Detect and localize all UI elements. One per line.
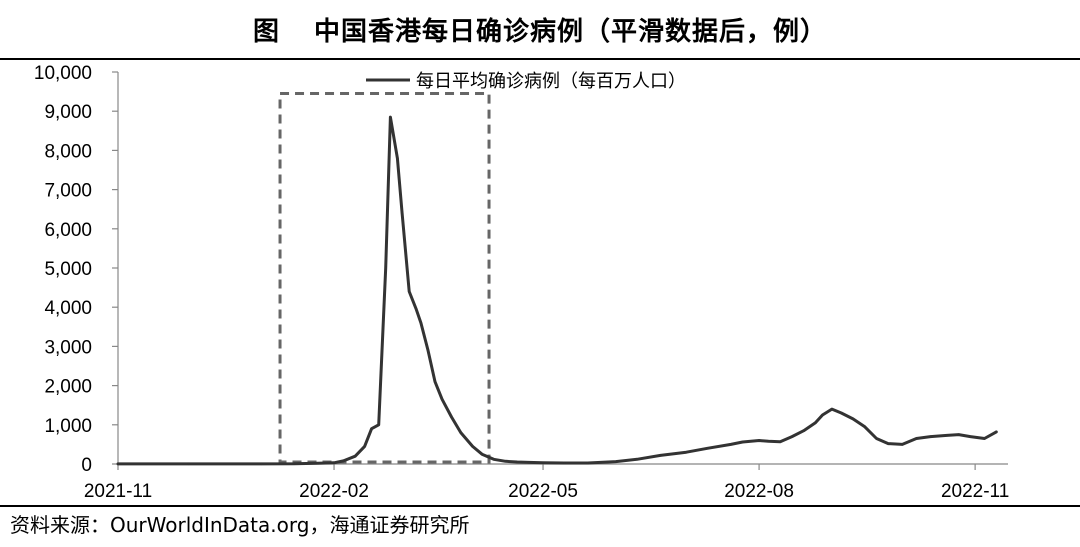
data-point: [342, 459, 345, 463]
data-point: [353, 454, 357, 458]
data-point: [729, 443, 733, 446]
y-tick-label: 1,000: [44, 416, 92, 437]
data-point: [440, 398, 444, 401]
data-point: [187, 462, 190, 466]
data-point: [863, 425, 866, 428]
data-point: [459, 431, 463, 434]
data-point: [260, 462, 263, 466]
data-point: [116, 462, 120, 466]
x-tick-label: 2022-11: [941, 481, 1009, 502]
data-point: [492, 458, 495, 461]
x-tick-label: 2022-02: [299, 481, 369, 502]
x-tick-label: 2021-11: [84, 481, 152, 502]
data-point: [450, 415, 453, 419]
data-point: [790, 435, 794, 438]
data-point: [396, 157, 399, 160]
legend-label: 每日平均确诊病例（每百万人口）: [416, 71, 686, 91]
data-point: [370, 427, 373, 430]
data-point: [384, 266, 387, 270]
data-point: [614, 460, 618, 463]
data-point: [541, 461, 545, 465]
x-tick-label: 2022-05: [508, 481, 578, 502]
data-point: [840, 411, 843, 415]
data-point: [292, 462, 296, 466]
data-point: [767, 440, 770, 443]
data-point: [915, 437, 918, 440]
y-tick-label: 2,000: [44, 377, 92, 398]
y-tick-label: 9,000: [44, 102, 92, 123]
data-point: [887, 442, 890, 445]
data-point: [969, 435, 972, 438]
data-point: [363, 445, 366, 448]
data-point: [901, 443, 904, 446]
y-tick-label: 5,000: [44, 259, 92, 280]
data-point: [419, 321, 423, 325]
data-point: [316, 462, 319, 465]
chart-area: 0 1,000 2,000 3,000 4,000 5,000 6,000 7,000 8,00…: [0, 60, 1080, 505]
y-tick-label: 3,000: [44, 337, 92, 358]
x-tick-label: 2022-08: [724, 481, 794, 502]
y-tick-label: 0: [81, 455, 92, 476]
data-point: [586, 461, 589, 465]
data-point: [415, 307, 418, 311]
data-point: [389, 115, 392, 119]
data-point: [426, 349, 430, 352]
data-point: [516, 460, 519, 464]
figure-title-text: 中国香港每日确诊病例（平滑数据后，例）: [314, 16, 828, 47]
data-point: [400, 211, 404, 215]
y-tick-label: 6,000: [44, 220, 92, 241]
top-rule: [0, 58, 1080, 60]
data-point: [851, 417, 855, 421]
data-point: [929, 435, 932, 438]
data-point: [562, 461, 566, 465]
y-tick-label: 8,000: [44, 141, 92, 162]
data-point: [983, 437, 986, 440]
line-chart: 0 1,000 2,000 3,000 4,000 5,000 6,000 7,000 8,00…: [34, 63, 1009, 502]
data-point: [377, 423, 380, 426]
data-point: [504, 460, 507, 463]
data-point: [802, 429, 805, 432]
data-point: [875, 437, 878, 440]
data-point: [779, 440, 782, 443]
figure-label: 图: [252, 16, 280, 47]
data-point: [433, 380, 437, 383]
series-line: [116, 115, 998, 466]
data-point: [471, 445, 474, 448]
data-point: [706, 447, 709, 450]
data-point: [821, 413, 824, 417]
data-point: [741, 440, 744, 444]
y-tick-label: 10,000: [34, 63, 92, 84]
y-tick-label: 7,000: [44, 181, 92, 202]
data-point: [995, 430, 998, 434]
data-point: [527, 461, 531, 464]
y-tick-label: 4,000: [44, 298, 92, 319]
data-point: [659, 454, 662, 457]
data-point: [407, 290, 411, 293]
data-point: [685, 451, 688, 454]
data-point: [332, 461, 336, 465]
data-point: [480, 453, 484, 456]
data-point: [757, 439, 761, 442]
data-point: [945, 434, 949, 437]
data-point: [635, 458, 639, 461]
chart-title: 图 中国香港每日确诊病例（平滑数据后，例）: [0, 0, 1080, 58]
highlight-dashed-box: [278, 92, 491, 464]
source-note: 资料来源：OurWorldInData.org，海通证券研究所: [10, 513, 470, 537]
bottom-rule: [0, 505, 1080, 507]
data-point: [814, 421, 817, 425]
data-point: [957, 433, 960, 436]
data-point: [830, 407, 834, 411]
